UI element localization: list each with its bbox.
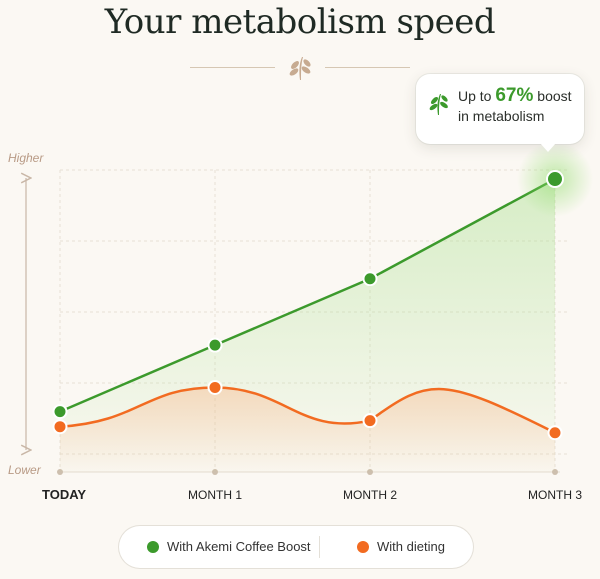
callout-suffix: boost bbox=[533, 88, 572, 104]
callout-text: Up to 67% boost in metabolism bbox=[458, 86, 580, 126]
divider-line-right bbox=[325, 67, 410, 68]
green-point bbox=[52, 404, 68, 420]
legend-dot-orange bbox=[357, 540, 369, 553]
legend-item-dieting: With dieting bbox=[357, 539, 445, 554]
legend-item-akemi: With Akemi Coffee Boost bbox=[147, 539, 311, 554]
x-tick-label: TODAY bbox=[42, 487, 86, 502]
chart-legend: With Akemi Coffee Boost With dieting bbox=[119, 526, 473, 568]
legend-label-akemi: With Akemi Coffee Boost bbox=[167, 539, 311, 554]
metabolism-line-chart: Higher Lower TODAY MONTH 1 MONTH 2 MONTH 3 bbox=[8, 141, 593, 502]
legend-separator bbox=[319, 536, 320, 558]
x-tick-label: MONTH 3 bbox=[528, 488, 582, 502]
orange-point bbox=[362, 413, 378, 429]
callout-prefix: Up to bbox=[458, 88, 496, 104]
green-series-line bbox=[59, 177, 556, 413]
leaf-icon bbox=[289, 57, 311, 80]
callout-tail bbox=[540, 143, 556, 152]
leaf-icon bbox=[429, 94, 448, 115]
series-lines bbox=[59, 177, 556, 434]
x-tick-label: MONTH 1 bbox=[188, 488, 242, 502]
callout-percent: 67% bbox=[495, 85, 534, 106]
series-points bbox=[52, 141, 593, 441]
orange-point bbox=[207, 379, 223, 395]
y-axis: Higher Lower bbox=[8, 151, 44, 477]
legend-label-dieting: With dieting bbox=[377, 539, 445, 554]
y-label-top: Higher bbox=[8, 151, 44, 165]
orange-point bbox=[547, 425, 563, 441]
title-divider bbox=[190, 57, 410, 80]
callout-line2: in metabolism bbox=[458, 108, 545, 124]
y-label-bottom: Lower bbox=[8, 463, 42, 477]
boost-callout: Up to 67% boost in metabolism bbox=[416, 74, 584, 152]
page-title: Your metabolism speed bbox=[104, 2, 496, 42]
legend-dot-green bbox=[147, 540, 159, 553]
green-point bbox=[362, 271, 378, 287]
series-areas bbox=[60, 179, 555, 472]
divider-line-left bbox=[190, 67, 275, 68]
x-axis-labels: TODAY MONTH 1 MONTH 2 MONTH 3 bbox=[42, 487, 582, 502]
orange-area bbox=[60, 387, 555, 472]
green-point bbox=[546, 170, 564, 189]
x-tick-label: MONTH 2 bbox=[343, 488, 397, 502]
green-point bbox=[207, 337, 223, 353]
orange-point bbox=[52, 419, 68, 435]
orange-series-line bbox=[59, 386, 556, 434]
